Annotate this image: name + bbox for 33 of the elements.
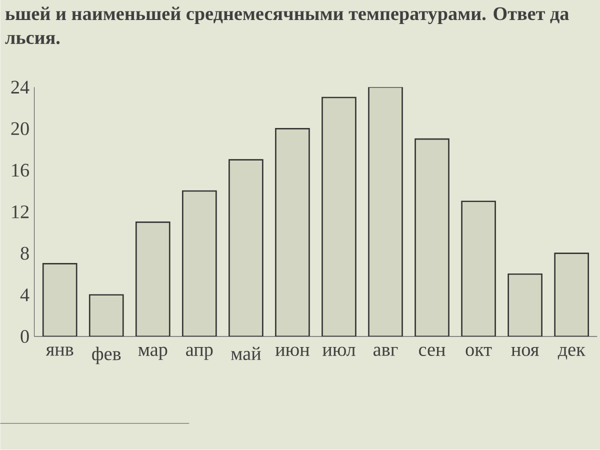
bar [42, 263, 78, 337]
x-tick-label: фев [92, 346, 121, 364]
x-tick-label: май [231, 346, 261, 360]
bar [368, 87, 403, 337]
x-tick-label: сен [419, 346, 446, 356]
y-tick-label: 16 [12, 164, 30, 177]
y-tick-label: 4 [20, 288, 30, 302]
bar [228, 159, 264, 337]
bar [554, 252, 589, 337]
x-tick-label: июн [275, 346, 310, 356]
x-tick-label: июл [322, 346, 356, 356]
y-tick-label: 20 [11, 122, 29, 136]
bar [182, 190, 217, 337]
bar [461, 200, 496, 337]
bar [414, 138, 450, 337]
text: ьшей и наименьшей среднемесячными температурами. Ответ да [5, 6, 569, 24]
bar [275, 128, 310, 337]
x-tick-label: мар [138, 346, 168, 360]
x-tick-label: окт [466, 346, 492, 356]
y-tick-label: 12 [12, 206, 29, 218]
x-tick-label: авг [373, 346, 398, 356]
y-tick-label: 0 [20, 330, 29, 344]
bar [508, 274, 542, 337]
y-tick-label: 24 [11, 80, 30, 94]
x-tick-label: дек [558, 346, 586, 360]
x-tick-label: апр [186, 346, 213, 360]
x-tick-label: ноя [511, 346, 539, 356]
bar [88, 294, 124, 337]
bar [135, 222, 170, 337]
x-tick-label: янв [46, 346, 74, 356]
bar [322, 96, 356, 337]
y-tick-label: 8 [20, 246, 29, 260]
text: льсия. [5, 34, 60, 44]
